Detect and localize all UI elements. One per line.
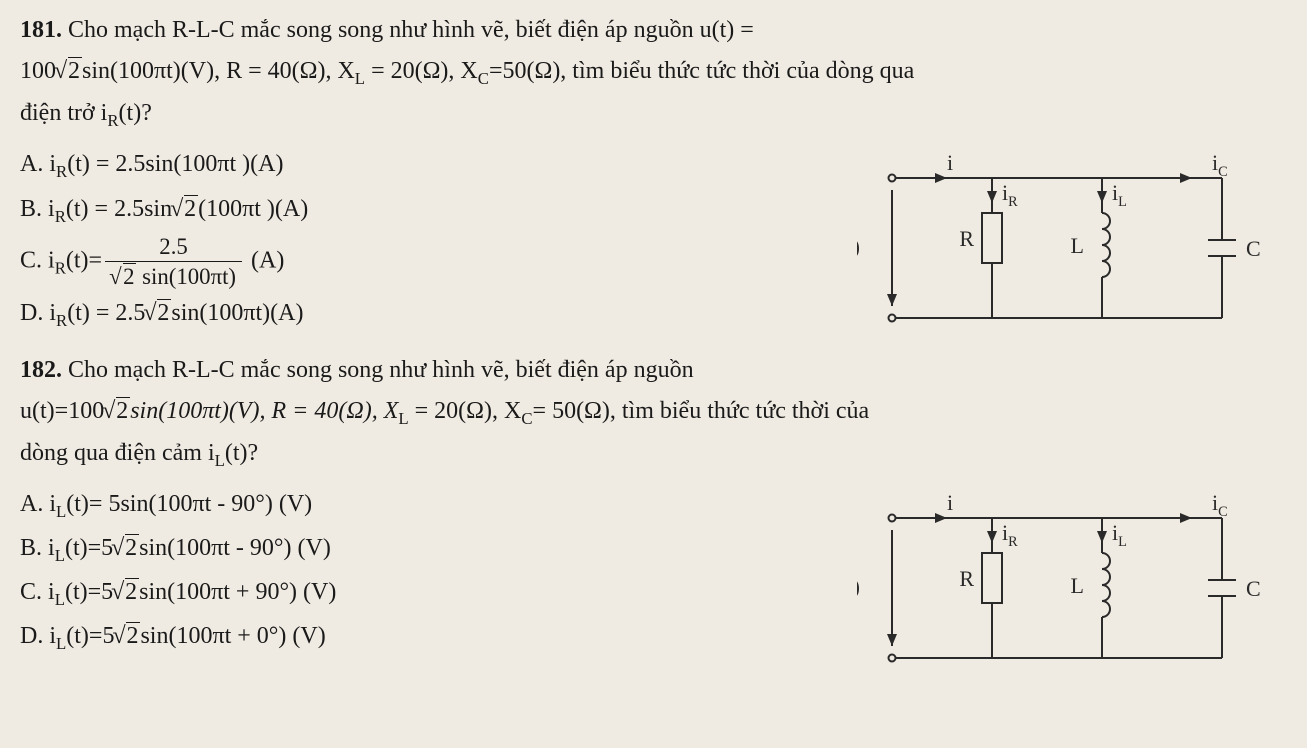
option-B: B. iR(t) = 2.5sin 2(100πt )(A) bbox=[20, 188, 817, 232]
subscript-L: L bbox=[215, 451, 225, 470]
svg-text:iC: iC bbox=[1212, 490, 1228, 520]
sqrt-radicand: 2 bbox=[125, 534, 139, 561]
sqrt-radicand: 2 bbox=[157, 299, 171, 326]
option-label: C. i bbox=[20, 579, 55, 605]
svg-text:iR: iR bbox=[1002, 520, 1018, 550]
svg-text:iL: iL bbox=[1112, 180, 1127, 210]
problem-182-stem: 182. Cho mạch R-L-C mắc song song như hì… bbox=[20, 350, 1287, 475]
svg-text:i: i bbox=[947, 150, 953, 175]
stem-text: u(t)=100 bbox=[20, 398, 104, 424]
stem-text: Cho mạch R-L-C mắc song song như hình vẽ… bbox=[68, 357, 694, 383]
option-label: A. i bbox=[20, 491, 56, 517]
svg-text:iR: iR bbox=[1002, 180, 1018, 210]
option-label: D. i bbox=[20, 623, 56, 649]
problem-181: 181. Cho mạch R-L-C mắc song song như hì… bbox=[20, 10, 1287, 336]
problem-number-181: 181. bbox=[20, 17, 62, 43]
subscript-C: C bbox=[478, 69, 489, 88]
option-text: (t)=5 bbox=[65, 579, 113, 605]
svg-text:R: R bbox=[959, 226, 974, 251]
subscript-L: L bbox=[55, 590, 65, 609]
subscript-R: R bbox=[55, 258, 66, 277]
option-label: C. i bbox=[20, 247, 55, 273]
stem-text: (t)? bbox=[225, 440, 258, 466]
option-text: (t)=5 bbox=[66, 623, 114, 649]
option-text: (t) = 2.5sin bbox=[66, 196, 172, 222]
option-text: (t) = 2.5 bbox=[67, 300, 145, 326]
option-label: A. i bbox=[20, 151, 56, 177]
option-text: (t)=5 bbox=[65, 535, 113, 561]
circuit-diagram-182: i iC u(t) iR R iL L C bbox=[857, 483, 1287, 673]
svg-text:iL: iL bbox=[1112, 520, 1127, 550]
option-B: B. iL(t)=5 2sin(100πt - 90°) (V) bbox=[20, 527, 817, 571]
problem-181-options: A. iR(t) = 2.5sin(100πt )(A) B. iR(t) = … bbox=[20, 143, 817, 335]
fraction-numerator: 2.5 bbox=[105, 232, 242, 263]
svg-text:R: R bbox=[959, 566, 974, 591]
option-A: A. iR(t) = 2.5sin(100πt )(A) bbox=[20, 143, 817, 187]
stem-text: sin(100πt)(V), R = 40(Ω), X bbox=[82, 58, 355, 84]
problem-181-stem: 181. Cho mạch R-L-C mắc song song như hì… bbox=[20, 10, 1287, 135]
svg-text:L: L bbox=[1071, 233, 1084, 258]
fraction-den-text: sin(100πt) bbox=[136, 264, 236, 289]
stem-text: = 50(Ω), tìm biểu thức tức thời của bbox=[533, 398, 870, 424]
option-text: sin(100πt + 0°) (V) bbox=[140, 623, 325, 649]
fraction-denominator: 2 sin(100πt) bbox=[105, 262, 242, 292]
subscript-R: R bbox=[55, 206, 66, 225]
option-C: C. iL(t)=5 2sin(100πt + 90°) (V) bbox=[20, 571, 817, 615]
option-label: B. i bbox=[20, 196, 55, 222]
stem-text: dòng qua điện cảm i bbox=[20, 440, 215, 466]
option-text: sin(100πt - 90°) (V) bbox=[139, 535, 331, 561]
problem-number-182: 182. bbox=[20, 357, 62, 383]
problem-182-options: A. iL(t)= 5sin(100πt - 90°) (V) B. iL(t)… bbox=[20, 483, 817, 659]
stem-text: =50(Ω), tìm biểu thức tức thời của dòng … bbox=[489, 58, 914, 84]
subscript-R: R bbox=[107, 111, 118, 130]
option-text: sin(100πt)(A) bbox=[171, 300, 303, 326]
option-text: sin(100πt + 90°) (V) bbox=[139, 579, 336, 605]
option-D: D. iL(t)=5 2sin(100πt + 0°) (V) bbox=[20, 615, 817, 659]
subscript-C: C bbox=[521, 408, 532, 427]
subscript-L: L bbox=[55, 546, 65, 565]
option-text: (t)= bbox=[66, 247, 102, 273]
subscript-L: L bbox=[56, 502, 66, 521]
problem-182: 182. Cho mạch R-L-C mắc song song như hì… bbox=[20, 350, 1287, 673]
sqrt-radicand: 2 bbox=[123, 263, 136, 289]
option-label: B. i bbox=[20, 535, 55, 561]
option-D: D. iR(t) = 2.5 2sin(100πt)(A) bbox=[20, 292, 817, 336]
subscript-L: L bbox=[398, 408, 408, 427]
svg-text:C: C bbox=[1246, 576, 1261, 601]
sqrt-radicand: 2 bbox=[126, 622, 140, 649]
option-text: (100πt )(A) bbox=[198, 196, 308, 222]
svg-text:u(t): u(t) bbox=[857, 234, 860, 259]
stem-text: = 20(Ω), X bbox=[365, 58, 478, 84]
sqrt-radicand: 2 bbox=[68, 57, 82, 84]
stem-text: 100 bbox=[20, 58, 56, 84]
option-C: C. iR(t)=2.52 sin(100πt) (A) bbox=[20, 232, 817, 292]
subscript-R: R bbox=[56, 162, 67, 181]
fraction: 2.52 sin(100πt) bbox=[105, 232, 242, 292]
sqrt-radicand: 2 bbox=[116, 397, 130, 424]
subscript-L: L bbox=[355, 69, 365, 88]
svg-text:i: i bbox=[947, 490, 953, 515]
subscript-L: L bbox=[56, 634, 66, 653]
option-label: D. i bbox=[20, 300, 56, 326]
option-text: (A) bbox=[245, 247, 284, 273]
svg-text:L: L bbox=[1071, 573, 1084, 598]
svg-text:iC: iC bbox=[1212, 150, 1228, 180]
subscript-R: R bbox=[56, 311, 67, 330]
circuit-diagram-181: i iC u(t) iR R iL L C bbox=[857, 143, 1287, 333]
svg-text:C: C bbox=[1246, 236, 1261, 261]
svg-text:u(t): u(t) bbox=[857, 574, 860, 599]
stem-text: Cho mạch R-L-C mắc song song như hình vẽ… bbox=[68, 17, 754, 43]
stem-text: = 20(Ω), X bbox=[409, 398, 522, 424]
option-text: (t)= 5sin(100πt - 90°) (V) bbox=[66, 491, 312, 517]
option-A: A. iL(t)= 5sin(100πt - 90°) (V) bbox=[20, 483, 817, 527]
stem-text: điện trở i bbox=[20, 100, 107, 126]
stem-text: sin(100πt)(V), R = 40(Ω), X bbox=[130, 398, 398, 424]
sqrt-radicand: 2 bbox=[125, 578, 139, 605]
stem-text: (t)? bbox=[119, 100, 152, 126]
sqrt-radicand: 2 bbox=[184, 195, 198, 222]
option-text: (t) = 2.5sin(100πt )(A) bbox=[67, 151, 283, 177]
